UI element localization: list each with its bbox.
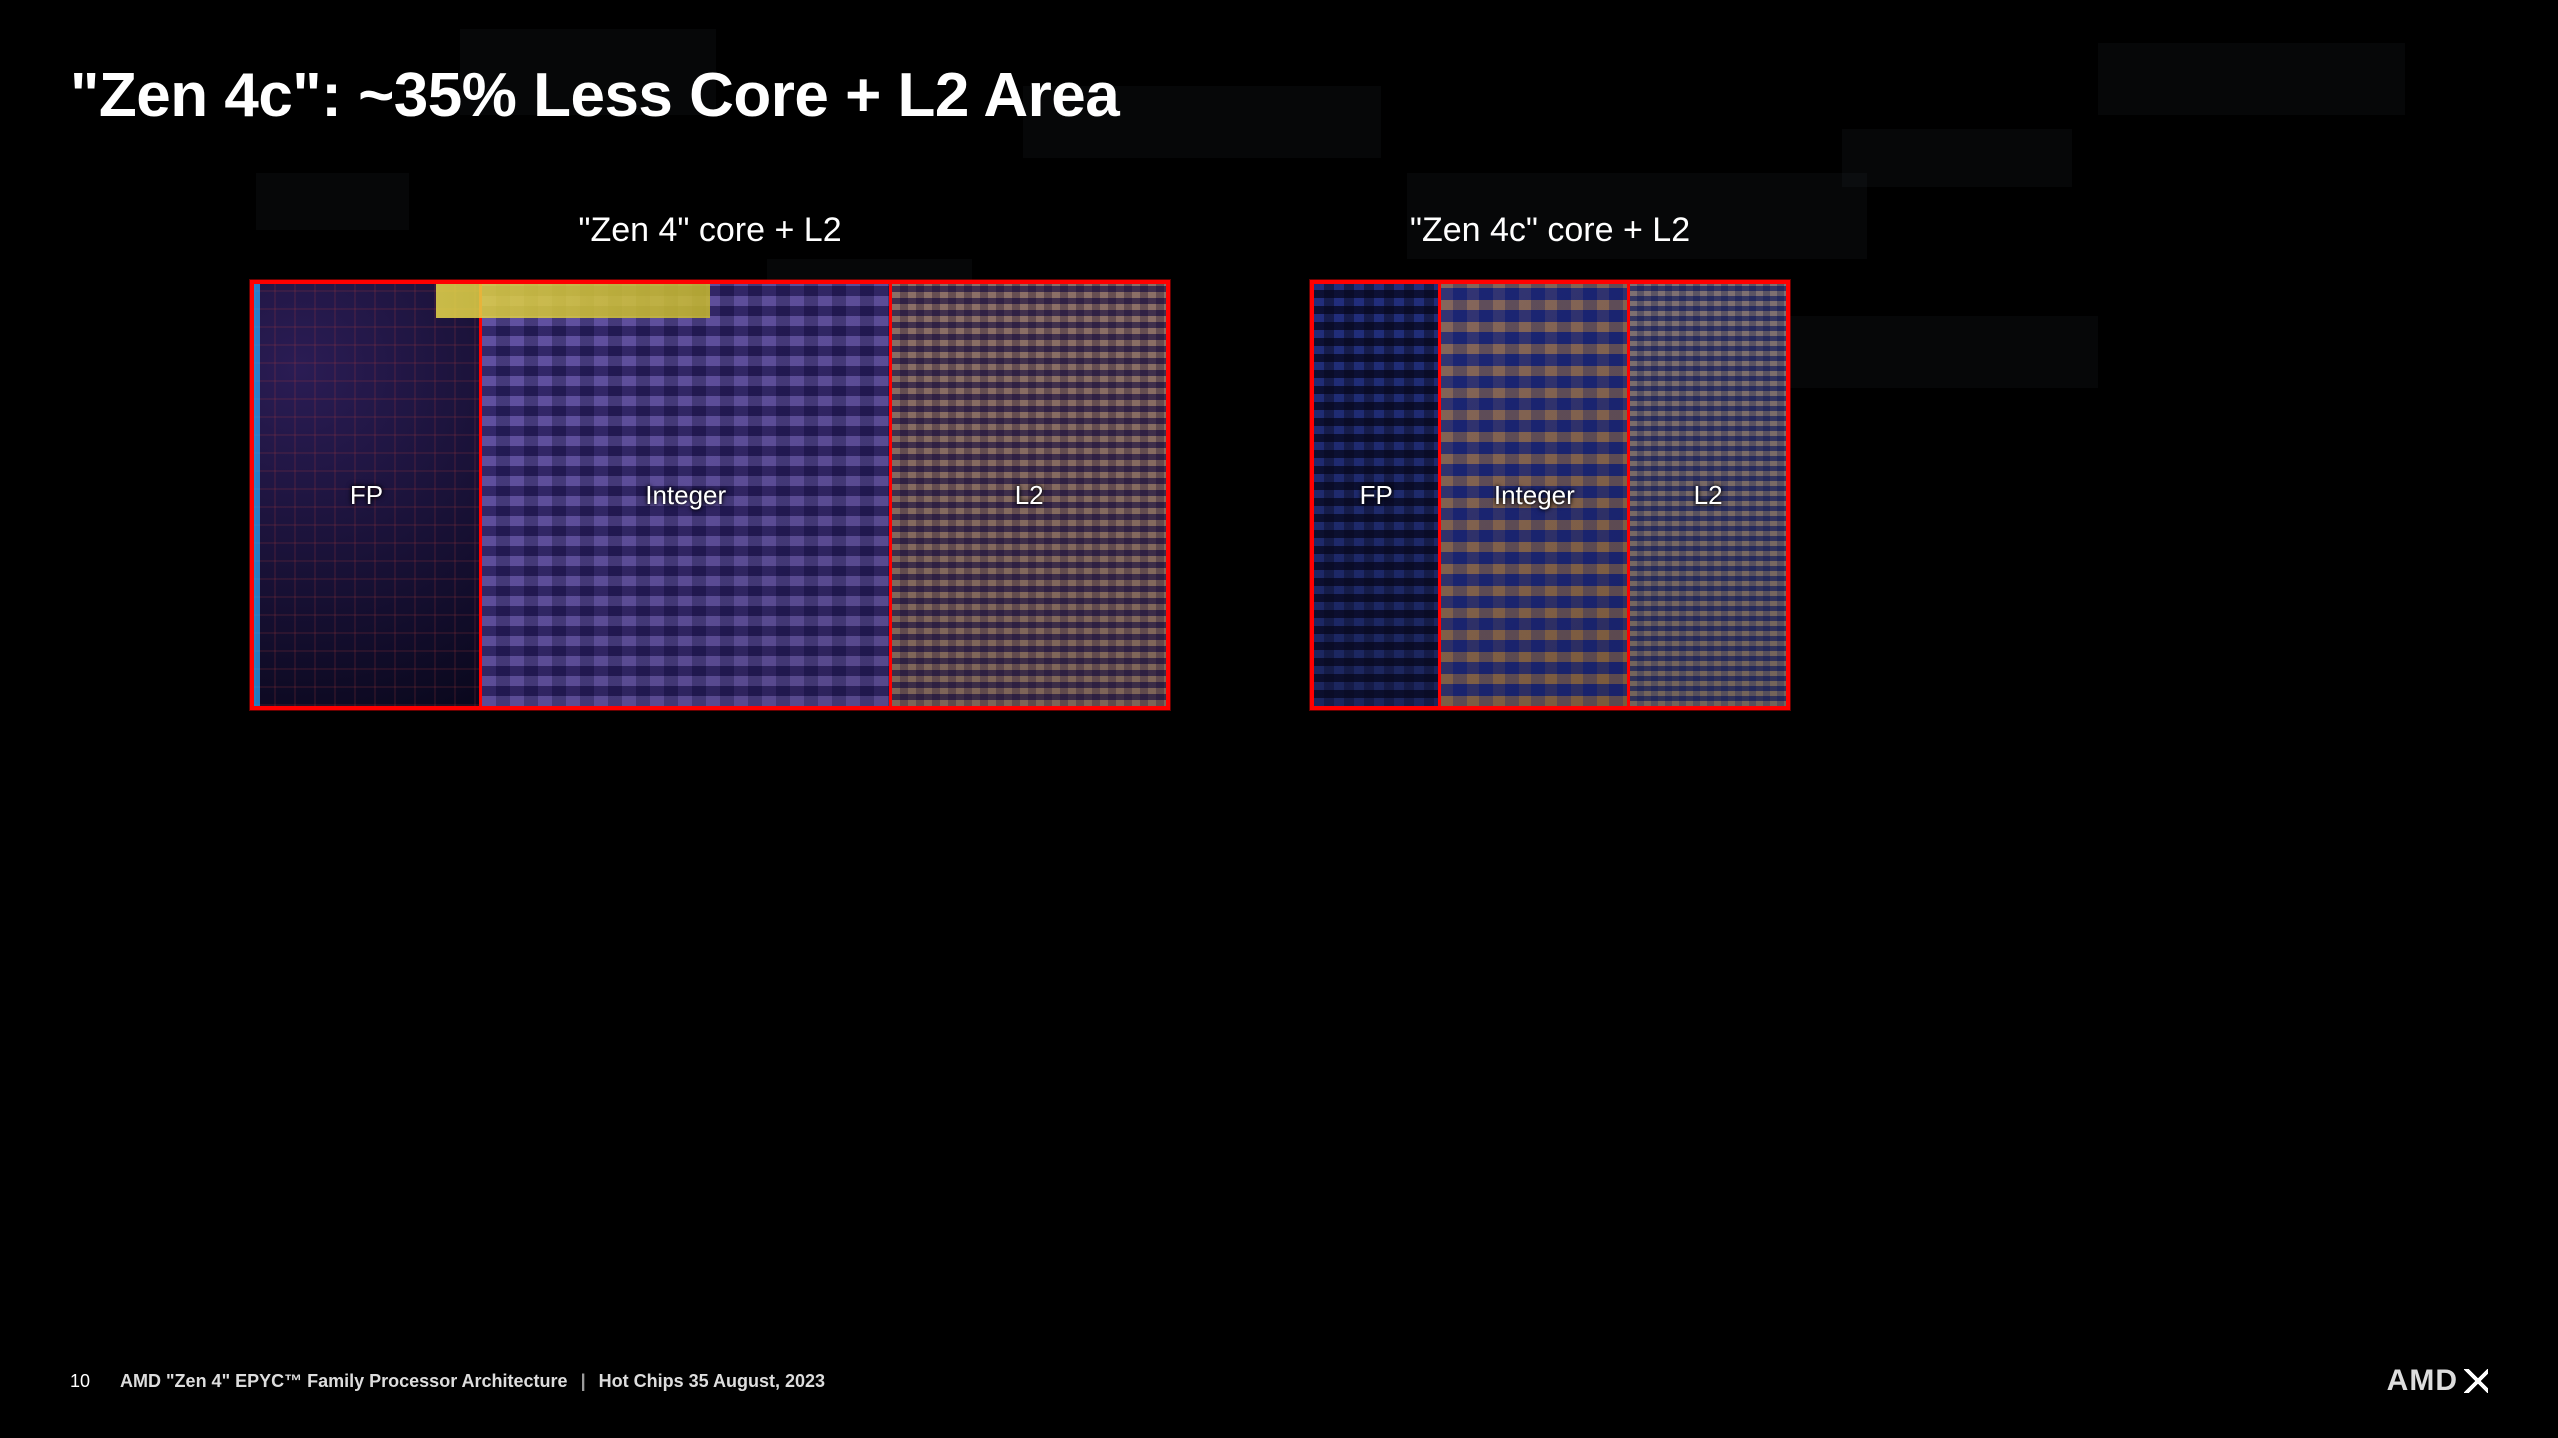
die-label: "Zen 4c" core + L2 [1310, 211, 1790, 250]
region-label: FP [350, 480, 383, 511]
cyan-edge-strip [254, 284, 260, 706]
die-region-fp: FP [254, 284, 482, 706]
die-region-fp: FP [1314, 284, 1441, 706]
footer: 10 AMD "Zen 4" EPYC™ Family Processor Ar… [70, 1344, 2488, 1398]
die-outline: FP Integer L2 [250, 280, 1170, 710]
die-comparison-row: "Zen 4" core + L2FPIntegerL2"Zen 4c" cor… [70, 181, 2488, 1344]
amd-logo-arrow-icon [2464, 1369, 2488, 1393]
region-label: Integer [1494, 480, 1575, 511]
footer-left: 10 AMD "Zen 4" EPYC™ Family Processor Ar… [70, 1371, 825, 1392]
region-label: L2 [1015, 480, 1044, 511]
die-region-l2: L2 [1630, 284, 1786, 706]
die-regions-row: FP Integer L2 [254, 284, 1166, 706]
slide: "Zen 4c": ~35% Less Core + L2 Area "Zen … [0, 0, 2558, 1438]
region-label: FP [1360, 480, 1393, 511]
footer-text: AMD "Zen 4" EPYC™ Family Processor Archi… [120, 1371, 825, 1392]
die-label: "Zen 4" core + L2 [250, 211, 1170, 250]
die-regions-row: FP Integer L2 [1314, 284, 1786, 706]
zen4-die-group: "Zen 4" core + L2 FP Integer L2 [250, 211, 1170, 710]
region-label: L2 [1694, 480, 1723, 511]
amd-logo: AMD [2387, 1364, 2488, 1398]
die-region-integer: Integer [1441, 284, 1630, 706]
yellow-sram-strip [436, 284, 710, 318]
zen4c-die-group: "Zen 4c" core + L2 FP Integer L2 [1310, 211, 1790, 710]
slide-title: "Zen 4c": ~35% Less Core + L2 Area [70, 60, 2488, 131]
die-region-l2: L2 [892, 284, 1166, 706]
die-region-integer: Integer [482, 284, 892, 706]
die-outline: FP Integer L2 [1310, 280, 1790, 710]
region-label: Integer [645, 480, 726, 511]
amd-logo-text: AMD [2387, 1364, 2458, 1398]
footer-arch: AMD "Zen 4" EPYC™ Family Processor Archi… [120, 1371, 568, 1391]
footer-event: Hot Chips 35 August, 2023 [599, 1371, 825, 1391]
page-number: 10 [70, 1371, 90, 1392]
footer-sep: | [581, 1371, 586, 1391]
